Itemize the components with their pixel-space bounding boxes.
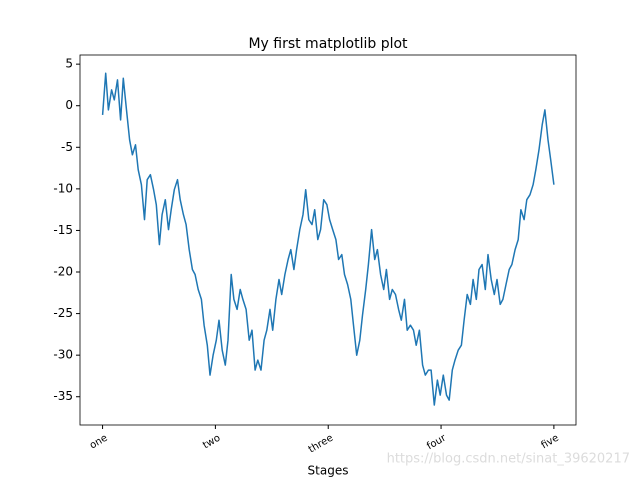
y-tick-label: -30 [53,348,73,362]
y-tick-label: 0 [65,98,73,112]
y-tick-label: -15 [53,223,73,237]
line [101,72,555,406]
x-tick-label: four [425,432,449,452]
x-tick-label: one [88,433,110,452]
y-tick-label: -35 [53,389,73,403]
y-tick-label: 5 [65,57,73,71]
plot-frame [79,54,577,426]
x-tick-label: five [539,433,560,452]
x-tick-label: three [307,433,335,456]
y-tick-label: -20 [53,265,73,279]
chart-title: My first matplotlib plot [248,36,408,52]
y-tick-label: -5 [61,140,73,154]
y-tick-label: -25 [53,306,73,320]
watermark: https://blog.csdn.net/sinat_39620217 [387,452,630,467]
x-axis-label: Stages [308,464,349,477]
y-tick-label: -10 [53,181,73,195]
x-tick-label: two [201,433,222,452]
